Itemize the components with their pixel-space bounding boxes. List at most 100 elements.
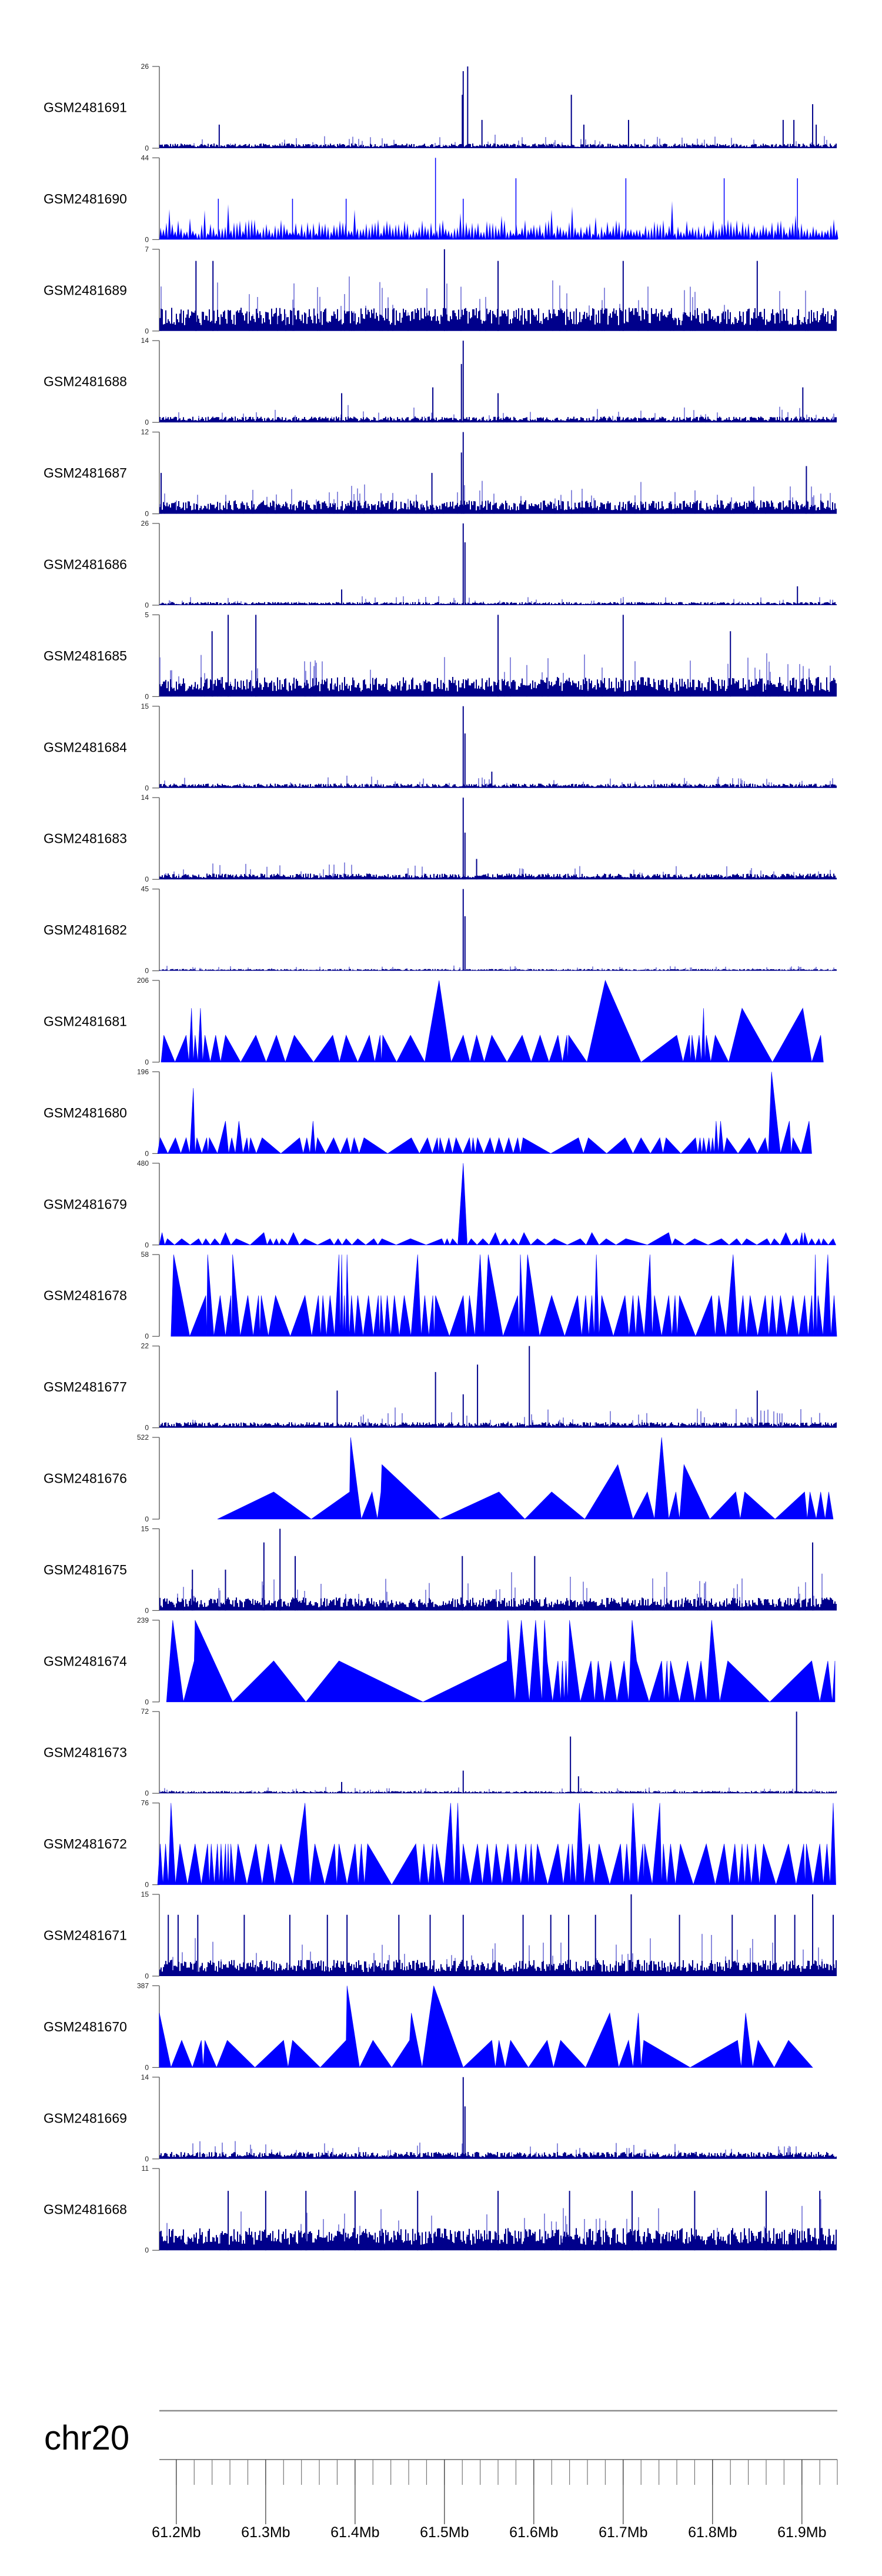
signal-noise: [159, 1960, 837, 1976]
y-tick-label-zero: 0: [145, 2063, 149, 2071]
track-GSM2481678: GSM2481678 58 0: [44, 1250, 837, 1340]
track-label: GSM2481676: [44, 1471, 127, 1486]
track-label: GSM2481688: [44, 374, 127, 389]
y-tick-label-max: 22: [141, 1342, 149, 1350]
track-GSM2481679: GSM2481679 480 0: [44, 1159, 837, 1249]
y-tick-label-zero: 0: [145, 967, 149, 975]
track-GSM2481685: GSM2481685 5 0: [44, 610, 837, 700]
y-tick-label-zero: 0: [145, 1881, 149, 1889]
y-tick-label-max: 11: [142, 2164, 149, 2173]
y-tick-label-zero: 0: [145, 418, 149, 426]
signal-area: [171, 1254, 837, 1337]
signal-area: [217, 1437, 834, 1520]
y-tick-label-zero: 0: [145, 1789, 149, 1797]
y-tick-label-zero: 0: [145, 875, 149, 883]
y-tick-label-max: 12: [141, 428, 149, 436]
y-tick-label-zero: 0: [145, 2155, 149, 2163]
track-label: GSM2481673: [44, 1745, 127, 1760]
track-GSM2481674: GSM2481674 239 0: [44, 1616, 836, 1706]
track-label: GSM2481683: [44, 831, 127, 846]
track-label: GSM2481680: [44, 1105, 127, 1120]
track-GSM2481676: GSM2481676 522 0: [44, 1433, 834, 1523]
x-tick-label: 61.2Mb: [152, 2524, 201, 2541]
track-label: GSM2481686: [44, 557, 127, 572]
signal-noise: [159, 2151, 837, 2159]
y-tick-label-max: 15: [141, 1890, 149, 1898]
track-label: GSM2481674: [44, 1653, 127, 1669]
y-tick-label-zero: 0: [145, 1698, 149, 1706]
track-label: GSM2481690: [44, 191, 127, 206]
track-label: GSM2481684: [44, 739, 127, 755]
y-tick-label-zero: 0: [145, 510, 149, 518]
y-tick-label-zero: 0: [145, 784, 149, 792]
track-label: GSM2481689: [44, 282, 127, 298]
track-label: GSM2481678: [44, 1288, 127, 1303]
y-tick-label-max: 58: [141, 1250, 149, 1259]
y-tick-label-max: 76: [141, 1799, 149, 1807]
signal-noise: [159, 1422, 837, 1428]
y-tick-label-zero: 0: [145, 1424, 149, 1432]
y-tick-label-zero: 0: [145, 1515, 149, 1523]
signal-noise: [159, 677, 837, 697]
x-tick-label: 61.6Mb: [509, 2524, 558, 2541]
track-GSM2481677: GSM2481677 22 0: [44, 1342, 837, 1432]
signal-area: [159, 1163, 837, 1246]
signal-noise: [159, 2228, 837, 2251]
y-tick-label-zero: 0: [145, 1606, 149, 1614]
track-GSM2481690: GSM2481690 44 0: [44, 154, 838, 243]
y-tick-label-max: 14: [141, 793, 149, 802]
signal-noise: [159, 873, 837, 880]
track-label: GSM2481672: [44, 1836, 127, 1851]
track-GSM2481689: GSM2481689 7 0: [44, 245, 837, 335]
track-GSM2481671: GSM2481671 15 0: [44, 1890, 837, 1980]
y-tick-label-max: 7: [145, 245, 149, 253]
signal-noise: [159, 783, 837, 788]
x-tick-label: 61.7Mb: [599, 2524, 647, 2541]
track-label: GSM2481670: [44, 2019, 127, 2034]
y-tick-label-max: 44: [141, 154, 149, 162]
signal-area: [161, 980, 824, 1063]
signal-area: [157, 1803, 836, 1886]
track-GSM2481687: GSM2481687 12 0: [44, 428, 837, 518]
y-tick-label-zero: 0: [145, 2246, 149, 2254]
track-label: GSM2481685: [44, 648, 127, 663]
signal-noise: [159, 308, 837, 331]
track-label: GSM2481679: [44, 1196, 127, 1212]
track-GSM2481682: GSM2481682 45 0: [44, 885, 837, 975]
y-tick-label-max: 239: [137, 1616, 149, 1624]
track-GSM2481683: GSM2481683 14 0: [44, 793, 837, 883]
y-tick-label-max: 196: [137, 1067, 149, 1076]
signal-noise: [159, 1597, 837, 1611]
y-tick-label-zero: 0: [145, 1972, 149, 1980]
y-tick-label-max: 45: [141, 885, 149, 893]
y-tick-label-max: 5: [145, 610, 149, 619]
track-GSM2481686: GSM2481686 26 0: [44, 519, 837, 609]
track-GSM2481672: GSM2481672 76 0: [44, 1799, 836, 1889]
y-tick-label-max: 26: [141, 519, 149, 528]
y-tick-label-zero: 0: [145, 601, 149, 609]
y-tick-label-max: 206: [137, 976, 149, 985]
signal-area: [159, 201, 838, 240]
signal-area: [159, 1986, 813, 2068]
signal-noise: [159, 969, 837, 971]
track-GSM2481670: GSM2481670 387 0: [44, 1981, 813, 2071]
track-GSM2481691: GSM2481691 26 0: [44, 62, 837, 152]
y-tick-label-max: 15: [141, 1524, 149, 1533]
track-GSM2481684: GSM2481684 15 0: [44, 702, 837, 792]
signal-area: [166, 1620, 836, 1703]
track-GSM2481668: GSM2481668 11 0: [44, 2164, 837, 2254]
y-tick-label-max: 14: [141, 2073, 149, 2081]
y-tick-label-zero: 0: [145, 1058, 149, 1066]
x-tick-label: 61.8Mb: [688, 2524, 737, 2541]
track-label: GSM2481691: [44, 100, 127, 115]
y-tick-label-max: 387: [137, 1981, 149, 1990]
y-tick-label-max: 14: [141, 336, 149, 345]
track-label: GSM2481682: [44, 922, 127, 937]
track-label: GSM2481687: [44, 465, 127, 481]
y-tick-label-zero: 0: [145, 692, 149, 700]
y-tick-label-zero: 0: [145, 144, 149, 152]
signal-noise: [159, 1791, 837, 1794]
y-tick-label-max: 480: [137, 1159, 149, 1167]
track-GSM2481675: GSM2481675 15 0: [44, 1524, 837, 1614]
x-tick-label: 61.5Mb: [420, 2524, 469, 2541]
